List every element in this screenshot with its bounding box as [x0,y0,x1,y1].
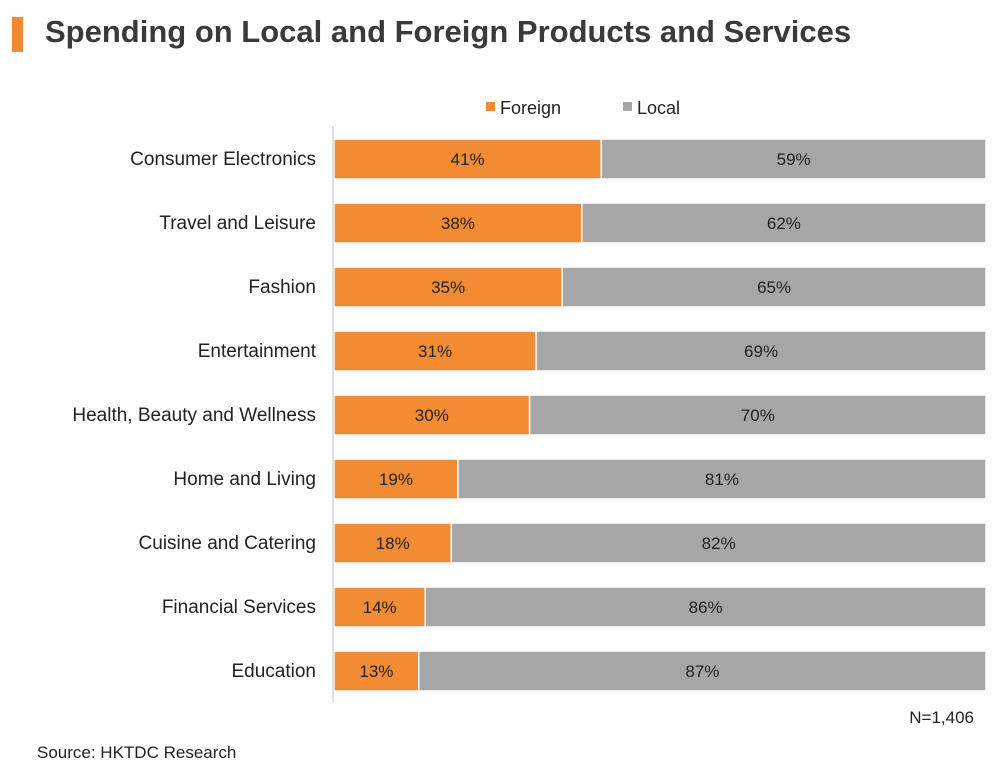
category-label: Fashion [248,277,316,298]
bar-local [581,202,987,244]
bar-local [535,330,987,372]
bars: 41% 59% 38% 62% 35% 65% 31% 69% 30% 70% 19% 81% 18% 8… [333,138,987,692]
bar-foreign [333,586,427,628]
legend-swatch-foreign [486,102,495,111]
title-accent-bar [12,17,23,52]
bar-foreign [333,138,603,180]
data-label-foreign: 30% [415,406,449,425]
data-label-local: 65% [757,278,791,297]
bar-foreign [333,522,453,564]
data-label-local: 86% [689,598,723,617]
data-label-local: 59% [777,150,811,169]
bar-local [457,458,987,500]
data-label-foreign: 14% [363,598,397,617]
category-label: Travel and Leisure [159,213,316,234]
sample-size-note: N=1,406 [909,708,974,727]
bar-local [424,586,987,628]
legend-swatch-local [623,102,632,111]
data-label-foreign: 38% [441,214,475,233]
legend: Foreign Local [486,98,680,118]
bar-local [600,138,987,180]
data-label-local: 62% [767,214,801,233]
data-label-foreign: 31% [418,342,452,361]
data-label-foreign: 35% [431,278,465,297]
bar-local [528,394,987,436]
data-label-local: 69% [744,342,778,361]
bar-local [418,650,987,692]
bar-foreign [333,330,537,372]
data-label-foreign: 41% [451,150,485,169]
data-label-foreign: 13% [359,662,393,681]
category-label: Entertainment [198,341,317,362]
legend-label-foreign: Foreign [500,98,561,118]
category-label: Health, Beauty and Wellness [72,405,316,426]
chart-title: Spending on Local and Foreign Products a… [45,14,852,49]
bar-foreign [333,266,563,308]
bar-local [450,522,987,564]
data-label-foreign: 18% [376,534,410,553]
category-label: Education [231,661,316,682]
category-label: Cuisine and Catering [139,533,316,554]
data-label-local: 81% [705,470,739,489]
data-label-foreign: 19% [379,470,413,489]
category-labels: Consumer Electronics Travel and Leisure Fa… [72,149,316,682]
category-label: Home and Living [173,469,316,490]
bar-foreign [333,650,420,692]
bar-foreign [333,202,583,244]
legend-label-local: Local [637,98,680,118]
source-note: Source: HKTDC Research [37,743,237,762]
bar-foreign [333,458,459,500]
data-label-local: 87% [685,662,719,681]
category-label: Consumer Electronics [130,149,316,170]
data-label-local: 70% [741,406,775,425]
category-label: Financial Services [162,597,316,618]
data-label-local: 82% [702,534,736,553]
bar-local [561,266,987,308]
bar-foreign [333,394,531,436]
